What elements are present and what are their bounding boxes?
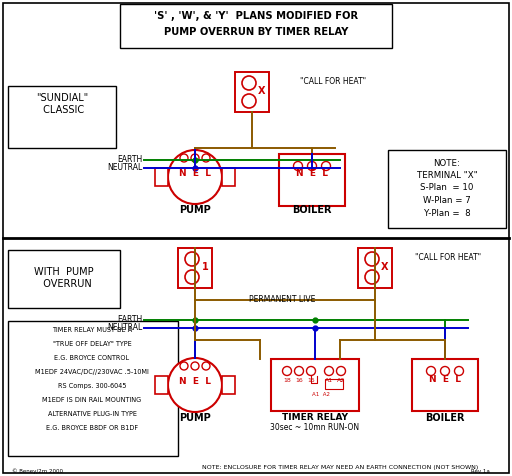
Text: E.G. BROYCE B8DF OR B1DF: E.G. BROYCE B8DF OR B1DF xyxy=(46,425,138,431)
Text: 15: 15 xyxy=(307,378,315,384)
Text: A1  A2: A1 A2 xyxy=(312,393,330,397)
Circle shape xyxy=(185,252,199,266)
Bar xyxy=(325,379,343,389)
Circle shape xyxy=(440,367,450,376)
Text: TIMER RELAY MUST BE A: TIMER RELAY MUST BE A xyxy=(52,327,132,333)
Circle shape xyxy=(168,150,222,204)
Bar xyxy=(8,321,178,456)
Text: EARTH: EARTH xyxy=(118,156,143,165)
Circle shape xyxy=(325,367,333,376)
Bar xyxy=(222,376,235,394)
Bar xyxy=(279,154,345,206)
Bar xyxy=(271,359,359,411)
Circle shape xyxy=(180,362,188,370)
Text: "CALL FOR HEAT": "CALL FOR HEAT" xyxy=(300,77,366,86)
Text: 16: 16 xyxy=(295,378,303,384)
Text: BOILER: BOILER xyxy=(292,205,332,215)
Text: NOTE:
TERMINAL "X"
S-Plan  = 10
W-Plan = 7
Y-Plan =  8: NOTE: TERMINAL "X" S-Plan = 10 W-Plan = … xyxy=(417,159,477,218)
Circle shape xyxy=(365,270,379,284)
Text: X: X xyxy=(258,86,266,96)
Bar xyxy=(8,86,116,148)
Circle shape xyxy=(191,154,199,162)
Circle shape xyxy=(180,154,188,162)
Text: M1EDF IS DIN RAIL MOUNTING: M1EDF IS DIN RAIL MOUNTING xyxy=(42,397,141,403)
Circle shape xyxy=(242,94,256,108)
Text: PERMANENT LIVE: PERMANENT LIVE xyxy=(249,296,315,305)
Circle shape xyxy=(307,367,315,376)
Text: 1: 1 xyxy=(202,262,208,272)
Circle shape xyxy=(202,362,210,370)
Circle shape xyxy=(168,358,222,412)
Text: PUMP: PUMP xyxy=(179,413,211,423)
Text: 30sec ~ 10mn RUN-ON: 30sec ~ 10mn RUN-ON xyxy=(270,423,359,432)
Text: E.G. BROYCE CONTROL: E.G. BROYCE CONTROL xyxy=(54,355,130,361)
Bar xyxy=(222,168,235,186)
Bar xyxy=(358,248,392,288)
Circle shape xyxy=(336,367,346,376)
Bar xyxy=(8,250,120,308)
Text: BOILER: BOILER xyxy=(425,413,465,423)
Text: PUMP: PUMP xyxy=(179,205,211,215)
Text: RS Comps. 300-6045: RS Comps. 300-6045 xyxy=(58,383,126,389)
Circle shape xyxy=(455,367,463,376)
Text: N  E  L: N E L xyxy=(429,375,461,384)
Text: N  E  L: N E L xyxy=(296,169,328,178)
Text: "CALL FOR HEAT": "CALL FOR HEAT" xyxy=(415,253,481,262)
Circle shape xyxy=(322,161,331,170)
Circle shape xyxy=(283,367,291,376)
Text: N  E  L: N E L xyxy=(179,377,211,386)
Text: X: X xyxy=(381,262,389,272)
Text: NEUTRAL: NEUTRAL xyxy=(108,324,143,333)
Text: NOTE: ENCLOSURE FOR TIMER RELAY MAY NEED AN EARTH CONNECTION (NOT SHOWN): NOTE: ENCLOSURE FOR TIMER RELAY MAY NEED… xyxy=(202,465,478,469)
Text: WITH  PUMP
  OVERRUN: WITH PUMP OVERRUN xyxy=(34,267,94,289)
Bar xyxy=(120,4,392,48)
Text: 'S' , 'W', & 'Y'  PLANS MODIFIED FOR: 'S' , 'W', & 'Y' PLANS MODIFIED FOR xyxy=(154,11,358,21)
Text: Rev 1a: Rev 1a xyxy=(471,469,490,474)
Circle shape xyxy=(191,362,199,370)
Circle shape xyxy=(185,270,199,284)
Text: PUMP OVERRUN BY TIMER RELAY: PUMP OVERRUN BY TIMER RELAY xyxy=(164,27,348,37)
Text: NEUTRAL: NEUTRAL xyxy=(108,163,143,172)
Text: A2: A2 xyxy=(337,378,345,384)
Text: EARTH: EARTH xyxy=(118,316,143,325)
Circle shape xyxy=(308,161,316,170)
Circle shape xyxy=(242,76,256,90)
Circle shape xyxy=(294,367,304,376)
Text: N  E  L: N E L xyxy=(179,169,211,178)
Text: ALTERNATIVE PLUG-IN TYPE: ALTERNATIVE PLUG-IN TYPE xyxy=(48,411,137,417)
Bar xyxy=(388,150,506,228)
Text: © Beney/2m 2000: © Beney/2m 2000 xyxy=(12,468,63,474)
Text: TIMER RELAY: TIMER RELAY xyxy=(282,414,348,423)
Bar xyxy=(412,359,478,411)
Text: A1: A1 xyxy=(325,378,333,384)
Circle shape xyxy=(293,161,303,170)
Bar xyxy=(155,168,168,186)
Text: "TRUE OFF DELAY" TYPE: "TRUE OFF DELAY" TYPE xyxy=(53,341,132,347)
Bar xyxy=(178,248,212,288)
Circle shape xyxy=(426,367,436,376)
Bar xyxy=(235,72,269,112)
Text: M1EDF 24VAC/DC//230VAC .5-10MI: M1EDF 24VAC/DC//230VAC .5-10MI xyxy=(35,369,149,375)
Circle shape xyxy=(202,154,210,162)
Bar xyxy=(155,376,168,394)
Text: 18: 18 xyxy=(283,378,291,384)
Circle shape xyxy=(365,252,379,266)
Text: "SUNDIAL"
 CLASSIC: "SUNDIAL" CLASSIC xyxy=(36,93,88,115)
